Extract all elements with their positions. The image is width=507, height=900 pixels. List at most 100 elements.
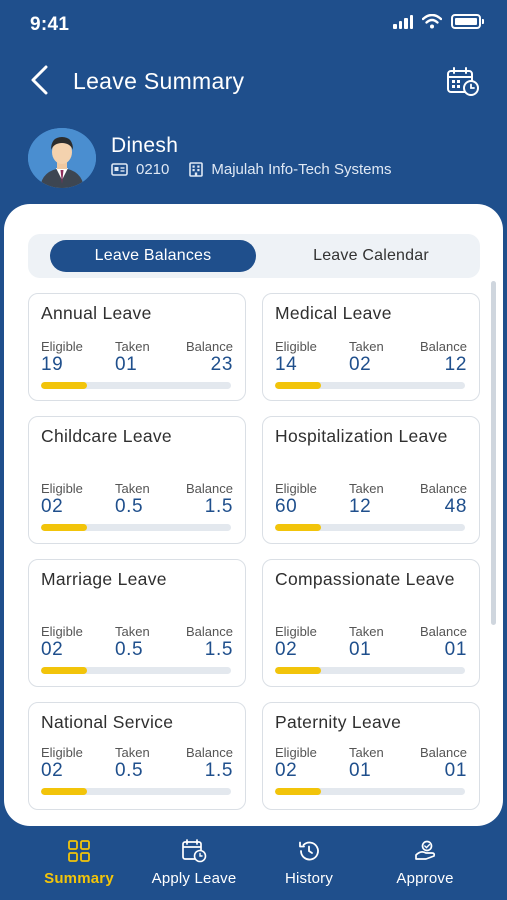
eligible-label: Eligible <box>41 339 83 354</box>
leave-card-compassionate[interactable]: Compassionate Leave Eligible Taken Balan… <box>262 559 480 687</box>
eligible-label: Eligible <box>275 745 317 760</box>
taken-label: Taken <box>349 339 384 354</box>
approve-icon <box>412 838 438 864</box>
app-header: Leave Summary <box>0 56 507 106</box>
status-bar: 9:41 <box>0 0 507 50</box>
taken-value: 01 <box>349 639 372 660</box>
balance-label: Balance <box>420 339 467 354</box>
leave-progress-bar <box>275 788 465 795</box>
eligible-label: Eligible <box>275 624 317 639</box>
wifi-icon <box>422 14 442 29</box>
leave-progress-bar <box>275 524 465 531</box>
nav-approve[interactable]: Approve <box>367 838 483 894</box>
avatar <box>28 128 96 188</box>
building-icon <box>189 162 204 177</box>
leave-card-title: Hospitalization Leave <box>275 426 448 446</box>
leave-card-paternity[interactable]: Paternity Leave Eligible Taken Balance 0… <box>262 702 480 810</box>
balance-value: 1.5 <box>204 760 233 781</box>
eligible-value: 60 <box>275 496 298 517</box>
eligible-value: 02 <box>275 639 298 660</box>
eligible-label: Eligible <box>275 339 317 354</box>
id-card-icon <box>111 163 128 176</box>
eligible-value: 19 <box>41 354 64 375</box>
leave-card-national-service[interactable]: National Service Eligible Taken Balance … <box>28 702 246 810</box>
leave-card-title: Marriage Leave <box>41 569 167 589</box>
calendar-clock-icon <box>447 67 479 96</box>
tab-leave-balances[interactable]: Leave Balances <box>50 240 256 272</box>
balance-label: Balance <box>186 481 233 496</box>
leave-card-title: Compassionate Leave <box>275 569 455 589</box>
leave-card-medical[interactable]: Medical Leave Eligible Taken Balance 14 … <box>262 293 480 401</box>
signal-icon <box>393 14 413 29</box>
balance-label: Balance <box>420 624 467 639</box>
balance-value: 01 <box>444 639 467 660</box>
employee-profile: Dinesh 0210 Majulah Info-Tech Systems <box>28 128 488 190</box>
page-title: Leave Summary <box>73 68 245 94</box>
balance-label: Balance <box>186 624 233 639</box>
leave-card-annual[interactable]: Annual Leave Eligible Taken Balance 19 0… <box>28 293 246 401</box>
bottom-nav: Summary Apply Leave History <box>0 832 507 900</box>
leave-progress-bar <box>41 788 231 795</box>
balance-value: 48 <box>444 496 467 517</box>
leave-progress-bar <box>41 382 231 389</box>
tab-leave-calendar[interactable]: Leave Calendar <box>313 247 429 264</box>
leave-card-marriage[interactable]: Marriage Leave Eligible Taken Balance 02… <box>28 559 246 687</box>
calendar-clock-icon <box>181 838 207 864</box>
taken-value: 12 <box>349 496 372 517</box>
leave-card-title: Medical Leave <box>275 303 392 323</box>
grid-icon <box>66 838 92 864</box>
leave-progress-bar <box>275 667 465 674</box>
taken-label: Taken <box>115 624 150 639</box>
balance-value: 1.5 <box>204 639 233 660</box>
leave-card-childcare[interactable]: Childcare Leave Eligible Taken Balance 0… <box>28 416 246 544</box>
person-avatar-icon <box>28 128 96 188</box>
company-name: Majulah Info-Tech Systems <box>211 161 392 178</box>
nav-label: Approve <box>396 870 454 887</box>
eligible-value: 02 <box>275 760 298 781</box>
balance-label: Balance <box>186 745 233 760</box>
eligible-label: Eligible <box>275 481 317 496</box>
taken-value: 0.5 <box>115 639 144 660</box>
content-sheet: Leave Balances Leave Calendar Annual Lea… <box>4 204 503 826</box>
leave-card-title: Childcare Leave <box>41 426 172 446</box>
leave-progress-bar <box>275 382 465 389</box>
taken-label: Taken <box>115 481 150 496</box>
leave-card-hospitalization[interactable]: Hospitalization Leave Eligible Taken Bal… <box>262 416 480 544</box>
scrollbar[interactable] <box>491 281 496 625</box>
eligible-label: Eligible <box>41 745 83 760</box>
taken-label: Taken <box>349 624 384 639</box>
history-icon <box>296 838 322 864</box>
tab-bar: Leave Balances Leave Calendar <box>28 234 480 278</box>
nav-apply-leave[interactable]: Apply Leave <box>136 838 252 894</box>
balance-value: 12 <box>444 354 467 375</box>
leave-calendar-button[interactable] <box>443 64 483 100</box>
employee-meta: 0210 Majulah Info-Tech Systems <box>111 161 391 178</box>
leave-card-title: Annual Leave <box>41 303 152 323</box>
taken-value: 0.5 <box>115 496 144 517</box>
battery-icon <box>451 14 484 29</box>
nav-label: Apply Leave <box>151 870 237 887</box>
eligible-value: 02 <box>41 496 64 517</box>
taken-value: 01 <box>349 760 372 781</box>
balance-label: Balance <box>186 339 233 354</box>
taken-value: 0.5 <box>115 760 144 781</box>
balance-value: 1.5 <box>204 496 233 517</box>
back-button[interactable] <box>22 62 58 98</box>
nav-label: Summary <box>44 870 114 887</box>
taken-label: Taken <box>115 339 150 354</box>
eligible-value: 14 <box>275 354 298 375</box>
status-icons <box>393 14 484 29</box>
taken-value: 01 <box>115 354 138 375</box>
nav-history[interactable]: History <box>251 838 367 894</box>
balance-value: 23 <box>210 354 233 375</box>
leave-progress-bar <box>41 524 231 531</box>
taken-label: Taken <box>349 481 384 496</box>
leave-progress-bar <box>41 667 231 674</box>
nav-summary[interactable]: Summary <box>21 838 137 894</box>
status-time: 9:41 <box>30 14 70 35</box>
eligible-value: 02 <box>41 760 64 781</box>
eligible-label: Eligible <box>41 624 83 639</box>
eligible-label: Eligible <box>41 481 83 496</box>
balance-label: Balance <box>420 745 467 760</box>
employee-name: Dinesh <box>111 134 179 157</box>
